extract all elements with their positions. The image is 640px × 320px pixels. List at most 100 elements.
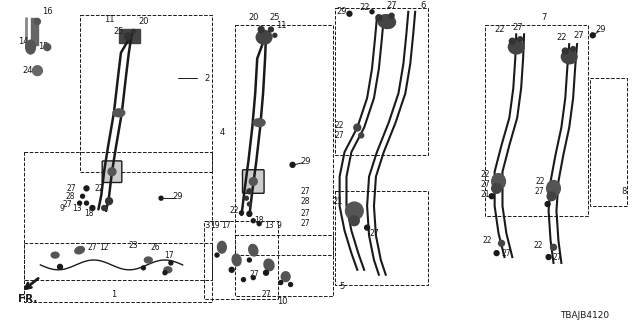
Ellipse shape (232, 254, 241, 266)
Ellipse shape (253, 119, 265, 127)
Text: 22: 22 (556, 33, 566, 42)
Text: 1: 1 (111, 290, 116, 299)
Text: 27: 27 (300, 219, 310, 228)
Text: 27: 27 (250, 270, 259, 279)
Circle shape (239, 211, 243, 215)
Text: 29: 29 (300, 157, 310, 166)
Ellipse shape (264, 259, 274, 271)
Ellipse shape (561, 50, 577, 64)
Circle shape (84, 186, 89, 191)
Bar (119, 29, 140, 43)
Text: 13: 13 (264, 221, 274, 230)
Circle shape (354, 124, 361, 131)
Circle shape (244, 196, 248, 200)
Circle shape (169, 261, 173, 265)
Ellipse shape (164, 267, 172, 273)
Text: 12: 12 (99, 243, 109, 252)
Text: 27: 27 (502, 249, 511, 258)
Circle shape (290, 162, 295, 167)
Text: 17: 17 (221, 221, 230, 230)
Text: 21: 21 (332, 196, 343, 206)
Circle shape (571, 47, 575, 52)
Ellipse shape (378, 15, 396, 28)
Ellipse shape (218, 241, 227, 253)
Circle shape (370, 10, 374, 14)
Text: 11: 11 (104, 15, 115, 24)
Ellipse shape (51, 252, 59, 258)
Circle shape (279, 281, 283, 284)
Circle shape (132, 29, 136, 33)
Ellipse shape (26, 40, 35, 54)
Bar (24, 152, 212, 280)
Text: 9: 9 (276, 221, 281, 230)
Ellipse shape (113, 109, 125, 117)
Text: 29: 29 (173, 192, 183, 201)
Text: 14: 14 (19, 37, 29, 46)
Ellipse shape (145, 257, 152, 263)
Text: 27: 27 (369, 229, 379, 238)
Text: 22: 22 (482, 236, 492, 245)
Circle shape (365, 225, 369, 230)
FancyBboxPatch shape (102, 161, 122, 182)
Circle shape (106, 198, 113, 204)
Text: 8: 8 (621, 187, 627, 196)
Text: 27: 27 (300, 187, 310, 196)
Circle shape (547, 192, 556, 201)
Circle shape (273, 33, 277, 37)
Text: 29: 29 (337, 7, 347, 16)
Text: 27: 27 (387, 1, 397, 10)
Ellipse shape (75, 246, 84, 254)
Text: 22: 22 (335, 121, 344, 130)
Circle shape (81, 194, 84, 198)
Ellipse shape (249, 244, 258, 256)
Text: 9: 9 (60, 204, 65, 213)
Circle shape (258, 27, 264, 32)
Text: 22: 22 (480, 170, 490, 179)
Ellipse shape (346, 202, 363, 220)
Text: 22: 22 (535, 177, 545, 186)
Circle shape (163, 271, 167, 275)
Text: 27: 27 (535, 187, 545, 196)
Circle shape (90, 205, 95, 211)
Circle shape (108, 168, 116, 176)
Text: 24: 24 (22, 66, 33, 75)
Bar (235, 25, 333, 255)
Text: 20: 20 (138, 17, 148, 26)
Text: 27: 27 (300, 209, 310, 218)
Circle shape (229, 267, 234, 272)
Circle shape (269, 27, 273, 32)
Text: 27: 27 (67, 184, 77, 193)
FancyBboxPatch shape (243, 170, 264, 193)
Text: 7: 7 (541, 13, 547, 22)
Text: 11: 11 (276, 21, 287, 30)
Text: 4: 4 (220, 128, 225, 137)
Text: 27: 27 (552, 252, 563, 261)
Text: 27: 27 (573, 31, 584, 40)
Circle shape (44, 44, 51, 51)
Bar (590, 78, 627, 206)
Circle shape (252, 276, 255, 280)
Circle shape (376, 15, 382, 20)
Circle shape (215, 253, 219, 257)
Text: 17: 17 (164, 251, 173, 260)
Bar (204, 221, 278, 299)
Text: FR.: FR. (18, 294, 37, 304)
Ellipse shape (492, 174, 506, 189)
Circle shape (252, 219, 255, 223)
Circle shape (509, 38, 515, 44)
Circle shape (359, 133, 364, 138)
Circle shape (499, 240, 504, 246)
Text: 10: 10 (278, 297, 288, 306)
Circle shape (84, 201, 88, 205)
Text: 22: 22 (533, 241, 543, 250)
Text: 27: 27 (261, 290, 271, 299)
Circle shape (77, 201, 81, 205)
Bar (24, 243, 212, 302)
Text: TBAJB4120: TBAJB4120 (561, 311, 609, 320)
Circle shape (257, 222, 261, 226)
Circle shape (590, 33, 595, 38)
Text: 21: 21 (480, 190, 490, 199)
Text: 18: 18 (255, 216, 264, 225)
Circle shape (289, 283, 292, 286)
Circle shape (489, 194, 494, 199)
